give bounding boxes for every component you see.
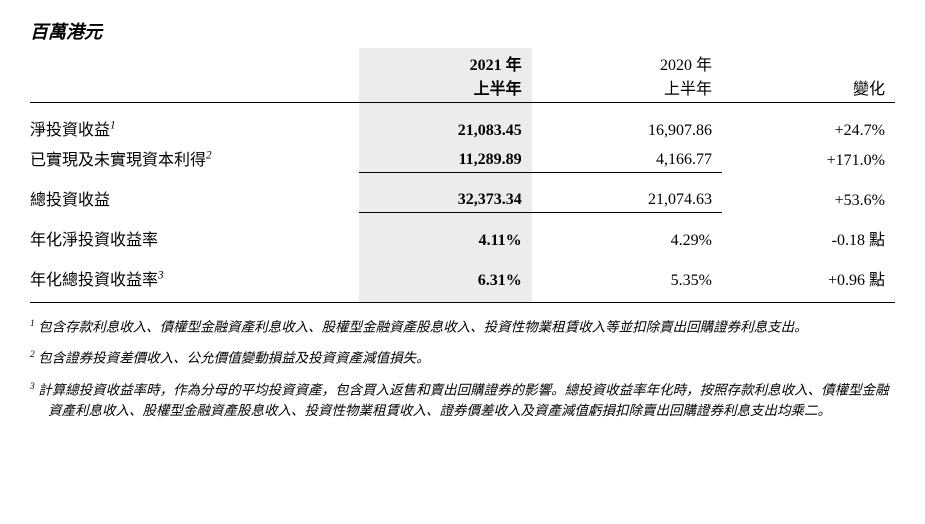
- cell-y1: 32,373.34: [359, 183, 532, 213]
- cell-y1: 21,083.45: [359, 113, 532, 143]
- cell-change: +171.0%: [722, 143, 895, 173]
- cell-y2: 4,166.77: [532, 143, 722, 173]
- row-label: 已實現及未實現資本利得2: [30, 143, 359, 173]
- cell-y2: 21,074.63: [532, 183, 722, 213]
- row-net-investment-income: 淨投資收益1 21,083.45 16,907.86 +24.7%: [30, 113, 895, 143]
- cell-y2: 5.35%: [532, 263, 722, 293]
- unit-label: 百萬港元: [30, 18, 895, 44]
- row-annualised-total-yield: 年化總投資收益率3 6.31% 5.35% +0.96 點: [30, 263, 895, 293]
- footnotes: 1 包含存款利息收入、債權型金融資產利息收入、股權型金融資產股息收入、投資性物業…: [30, 317, 895, 422]
- row-realised-unrealised-gains: 已實現及未實現資本利得2 11,289.89 4,166.77 +171.0%: [30, 143, 895, 173]
- cell-y1: 11,289.89: [359, 143, 532, 173]
- row-label: 淨投資收益1: [30, 113, 359, 143]
- row-label: 總投資收益: [30, 183, 359, 213]
- footnote-2: 2 包含證券投資差價收入、公允價值變動損益及投資資產減值損失。: [30, 348, 895, 369]
- cell-change: +24.7%: [722, 113, 895, 143]
- row-label: 年化淨投資收益率: [30, 223, 359, 253]
- cell-y2: 16,907.86: [532, 113, 722, 143]
- cell-y2: 4.29%: [532, 223, 722, 253]
- cell-change: +53.6%: [722, 183, 895, 213]
- header-row: 2021 年上半年 2020 年上半年 變化: [30, 48, 895, 103]
- cell-change: +0.96 點: [722, 263, 895, 293]
- cell-y1: 4.11%: [359, 223, 532, 253]
- col-header-2020: 2020 年上半年: [532, 48, 722, 103]
- footnote-3: 3 計算總投資收益率時，作為分母的平均投資資產，包含買入返售和賣出回購證券的影響…: [30, 380, 895, 422]
- col-header-change: 變化: [722, 48, 895, 103]
- row-annualised-net-yield: 年化淨投資收益率 4.11% 4.29% -0.18 點: [30, 223, 895, 253]
- col-header-2021: 2021 年上半年: [359, 48, 532, 103]
- financial-table: 2021 年上半年 2020 年上半年 變化 淨投資收益1 21,083.45 …: [30, 48, 895, 303]
- row-label: 年化總投資收益率3: [30, 263, 359, 293]
- cell-y1: 6.31%: [359, 263, 532, 293]
- footnote-1: 1 包含存款利息收入、債權型金融資產利息收入、股權型金融資產股息收入、投資性物業…: [30, 317, 895, 338]
- row-total-investment-income: 總投資收益 32,373.34 21,074.63 +53.6%: [30, 183, 895, 213]
- cell-change: -0.18 點: [722, 223, 895, 253]
